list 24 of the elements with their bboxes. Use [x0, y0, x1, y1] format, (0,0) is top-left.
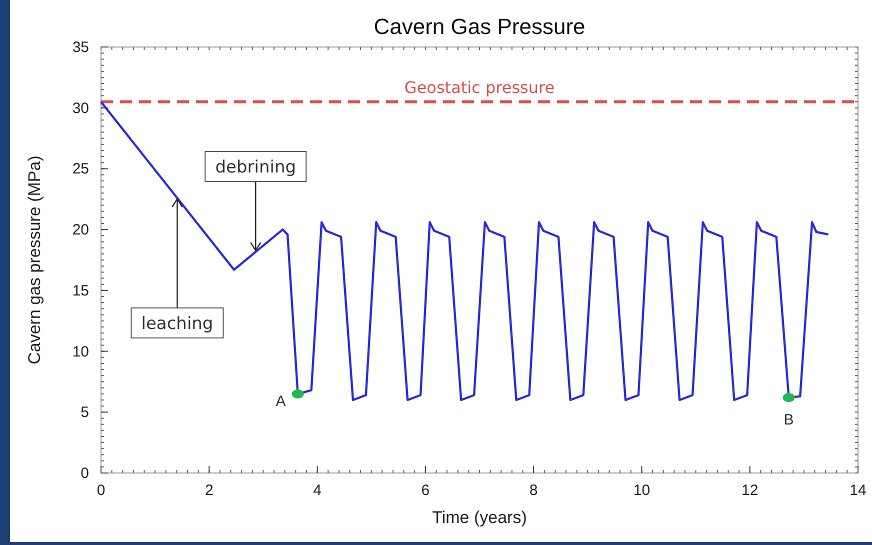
y-tick-label: 30: [72, 100, 89, 117]
y-tick-label: 20: [72, 222, 89, 239]
annotation: debrining: [215, 157, 296, 178]
x-tick-label: 12: [742, 482, 758, 499]
annotation: leaching: [141, 314, 214, 334]
y-tick-label: 25: [72, 160, 89, 178]
y-tick-label: 35: [72, 39, 89, 56]
y-tick-label: 10: [72, 343, 89, 360]
x-tick-label: 8: [529, 482, 538, 499]
y-tick-label: 15: [72, 282, 89, 300]
x-tick-label: 10: [633, 482, 650, 499]
annotation: A: [276, 392, 286, 410]
y-axis-title: Cavern gas pressure (MPa): [25, 156, 44, 364]
y-tick-label: 0: [80, 465, 89, 482]
x-tick-label: 2: [204, 482, 214, 499]
x-axis-title: Time (years): [432, 508, 527, 527]
chart-title: Cavern Gas Pressure: [374, 14, 586, 39]
x-tick-label: 4: [313, 482, 322, 499]
y-tick-label: 5: [80, 404, 89, 422]
x-tick-label: 6: [421, 482, 430, 499]
annotation: B: [784, 412, 794, 429]
ref-line-label: Geostatic pressure: [404, 78, 555, 97]
x-tick-label: 0: [96, 482, 106, 499]
x-tick-label: 14: [850, 482, 866, 499]
